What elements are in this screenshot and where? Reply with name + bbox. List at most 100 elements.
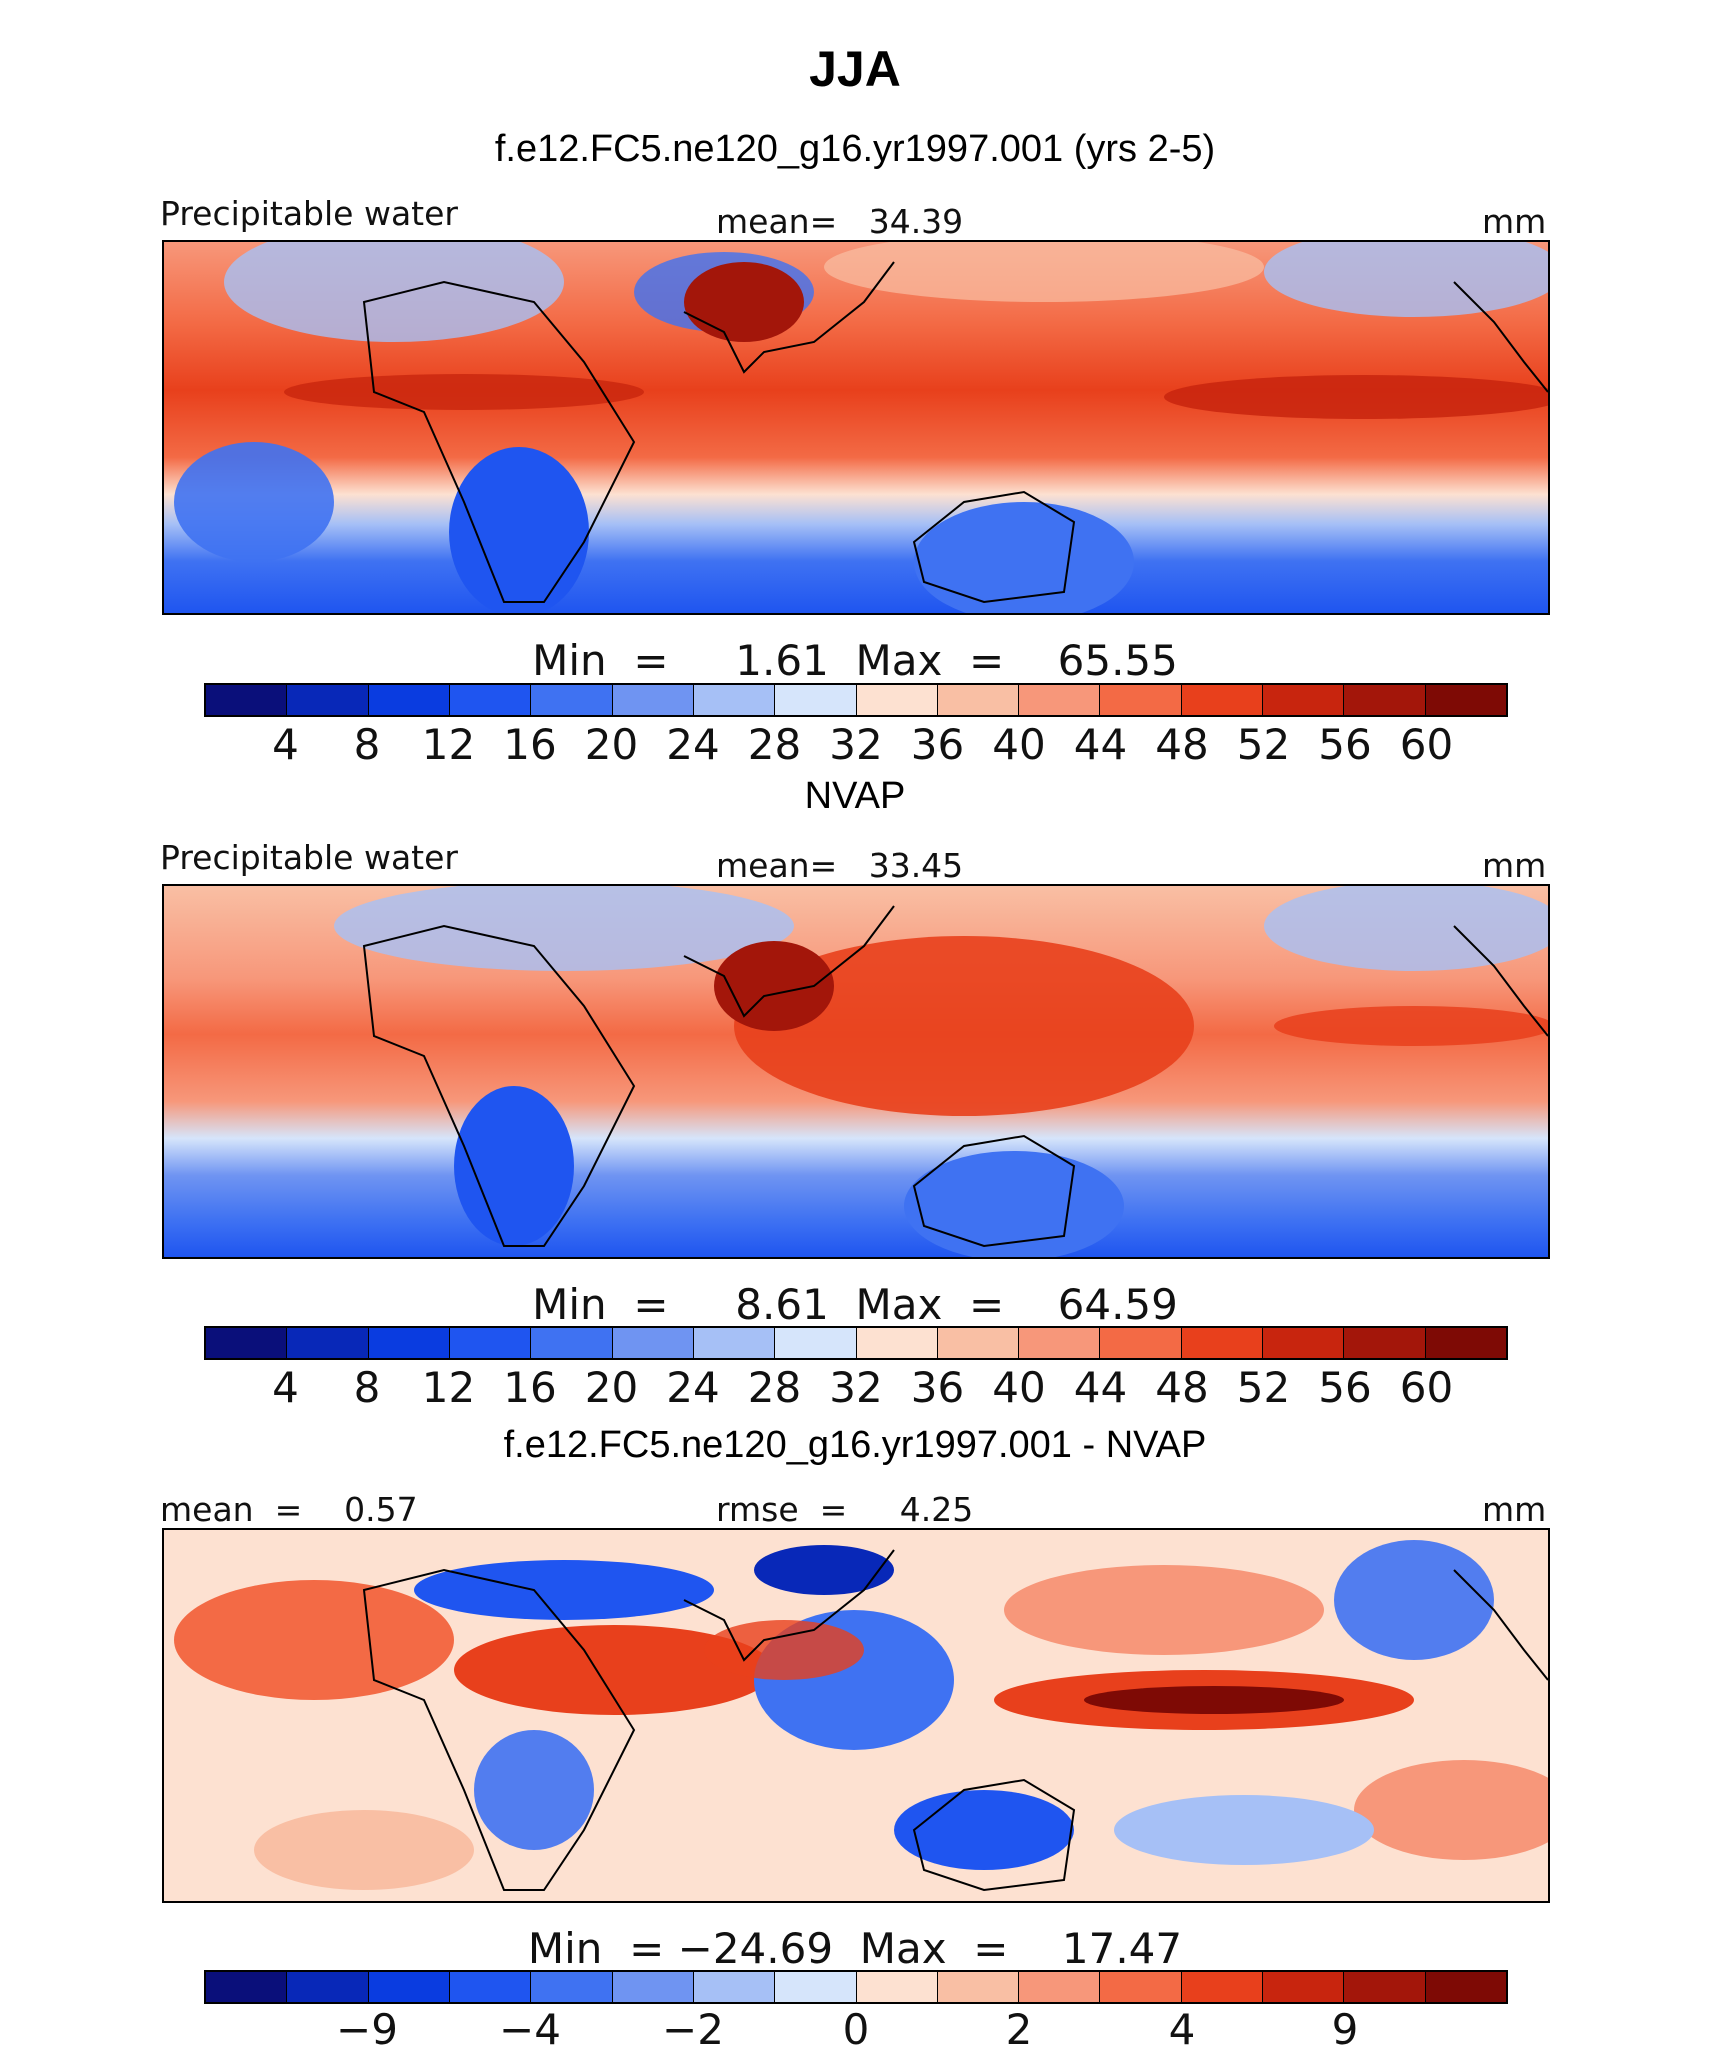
colorbar-bin <box>368 1328 450 1358</box>
colorbar-bin <box>775 685 857 715</box>
panel-1-minmax: Min = 1.61 Max = 65.55 <box>532 636 1178 685</box>
colorbar-tick-label: 20 <box>584 1363 639 1412</box>
colorbar-tick-label: 24 <box>666 720 720 769</box>
colorbar-bin <box>612 1972 694 2002</box>
colorbar-bin <box>856 1972 938 2002</box>
colorbar-bin <box>612 1328 694 1358</box>
colorbar-bin <box>1019 1972 1101 2002</box>
colorbar-tick-label: 8 <box>353 720 381 769</box>
colorbar-tick-label: 44 <box>1073 720 1128 769</box>
panel-2-map <box>162 884 1550 1259</box>
panel-1-field <box>164 242 1548 613</box>
panel-3-mean-label: mean = 0.57 <box>160 1490 418 1529</box>
colorbar-bin <box>449 685 532 715</box>
colorbar-tick-label: 9 <box>1331 2005 1359 2054</box>
panel-2-minmax: Min = 8.61 Max = 64.59 <box>532 1280 1178 1329</box>
colorbar-bin <box>693 1972 776 2002</box>
colorbar-tick-label: 60 <box>1399 1363 1454 1412</box>
colorbar-bin <box>1344 1328 1426 1358</box>
colorbar-bin <box>1263 1972 1345 2002</box>
colorbar-bin <box>1344 1972 1426 2002</box>
colorbar-bin <box>449 1328 532 1358</box>
colorbar-bin <box>449 1972 532 2002</box>
colorbar-tick-label: 52 <box>1236 720 1291 769</box>
panel-3-map <box>162 1528 1550 1903</box>
colorbar-bin <box>206 1972 288 2002</box>
panel-1-colorbar-ticks: 4 8 12 16 20 24 28 32 36 40 44 48 52 56 60 <box>204 720 1508 770</box>
colorbar-tick-label: 16 <box>503 720 557 769</box>
colorbar-bin <box>937 685 1020 715</box>
colorbar-bin <box>368 685 450 715</box>
colorbar-bin <box>1425 1328 1506 1358</box>
panel-3-field <box>164 1530 1548 1901</box>
colorbar-bin <box>775 1328 857 1358</box>
colorbar-tick-label: −2 <box>662 2005 724 2054</box>
colorbar-tick-label: −9 <box>336 2005 398 2054</box>
panel-1-mean-label: mean= 34.39 <box>716 202 964 241</box>
panel-1-subtitle: f.e12.FC5.ne120_g16.yr1997.001 (yrs 2-5) <box>494 128 1216 170</box>
colorbar-bin <box>1263 1328 1345 1358</box>
colorbar-bin <box>206 1328 288 1358</box>
colorbar-bin <box>531 1972 613 2002</box>
colorbar-bin <box>1181 1972 1264 2002</box>
panel-2-colorbar <box>204 1326 1508 1360</box>
colorbar-bin <box>937 1328 1020 1358</box>
colorbar-tick-label: 2 <box>1005 2005 1033 2054</box>
colorbar-tick-label: 40 <box>992 1363 1046 1412</box>
colorbar-tick-label: 4 <box>1168 2005 1196 2054</box>
colorbar-bin <box>1100 685 1182 715</box>
colorbar-bin <box>693 1328 776 1358</box>
colorbar-bin <box>1100 1972 1182 2002</box>
colorbar-bin <box>1019 685 1101 715</box>
figure-title: JJA <box>809 41 901 97</box>
colorbar-bin <box>1181 1328 1264 1358</box>
colorbar-tick-label: 0 <box>842 2005 870 2054</box>
colorbar-tick-label: 56 <box>1318 1363 1372 1412</box>
colorbar-tick-label: 36 <box>910 1363 965 1412</box>
colorbar-tick-label: 48 <box>1155 1363 1209 1412</box>
panel-1-map <box>162 240 1550 615</box>
panel-2-units-label: mm <box>1482 846 1547 885</box>
colorbar-tick-label: 52 <box>1236 1363 1291 1412</box>
colorbar-bin <box>287 1972 369 2002</box>
panel-1-units-label: mm <box>1482 202 1547 241</box>
panel-1-variable-label: Precipitable water <box>160 194 458 233</box>
colorbar-bin <box>1181 685 1264 715</box>
colorbar-tick-label: 32 <box>829 720 883 769</box>
panel-1-colorbar <box>204 683 1508 717</box>
colorbar-bin <box>1100 1328 1182 1358</box>
colorbar-bin <box>287 685 369 715</box>
colorbar-bin <box>368 1972 450 2002</box>
colorbar-bin <box>287 1328 369 1358</box>
panel-3-subtitle: f.e12.FC5.ne120_g16.yr1997.001 - NVAP <box>503 1424 1207 1466</box>
colorbar-bin <box>693 685 776 715</box>
colorbar-tick-label: 4 <box>272 1363 299 1412</box>
colorbar-bin <box>856 685 938 715</box>
panel-2-variable-label: Precipitable water <box>160 838 458 877</box>
colorbar-bin <box>937 1972 1020 2002</box>
colorbar-tick-label: 48 <box>1155 720 1209 769</box>
panel-3-colorbar <box>204 1970 1508 2004</box>
colorbar-tick-label: 60 <box>1399 720 1454 769</box>
colorbar-bin <box>1263 685 1345 715</box>
colorbar-tick-label: 12 <box>421 720 476 769</box>
colorbar-tick-label: 28 <box>747 1363 802 1412</box>
colorbar-bin <box>612 685 694 715</box>
colorbar-tick-label: 36 <box>910 720 965 769</box>
colorbar-tick-label: 28 <box>747 720 802 769</box>
colorbar-bin <box>206 685 288 715</box>
colorbar-tick-label: 8 <box>353 1363 381 1412</box>
colorbar-tick-label: −4 <box>499 2005 561 2054</box>
colorbar-bin <box>856 1328 938 1358</box>
colorbar-tick-label: 20 <box>584 720 639 769</box>
panel-2-subtitle: NVAP <box>804 775 906 817</box>
colorbar-bin <box>1425 1972 1506 2002</box>
colorbar-bin <box>775 1972 857 2002</box>
panel-3-colorbar-ticks: −9 −4 −2 0 2 4 9 <box>204 2005 1508 2054</box>
panel-2-colorbar-ticks: 4 8 12 16 20 24 28 32 36 40 44 48 52 56 60 <box>204 1363 1508 1413</box>
colorbar-tick-label: 56 <box>1318 720 1372 769</box>
colorbar-tick-label: 24 <box>666 1363 720 1412</box>
colorbar-tick-label: 32 <box>829 1363 883 1412</box>
colorbar-bin <box>1344 685 1426 715</box>
panel-3-units-label: mm <box>1482 1490 1547 1529</box>
